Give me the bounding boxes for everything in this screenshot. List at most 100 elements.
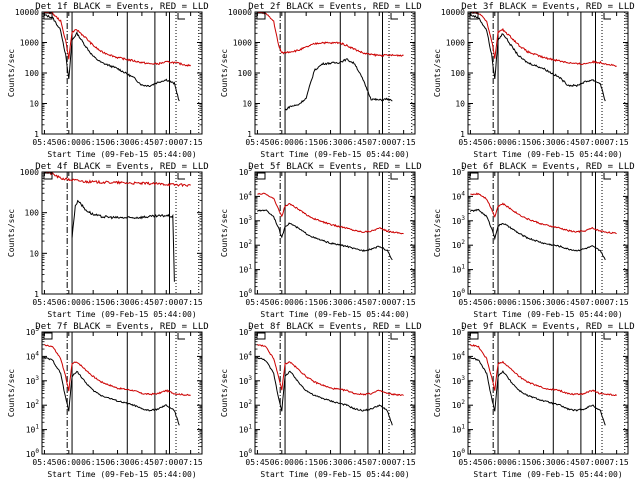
series-line-lld — [257, 12, 404, 58]
x-tick-label: 07:00 — [580, 298, 604, 307]
y-tick-label: 105 — [239, 166, 253, 177]
x-tick-label: 06:15 — [507, 458, 531, 467]
x-tick-label: 06:00 — [270, 138, 294, 147]
x-tick-label: 07:00 — [367, 458, 391, 467]
y-tick-label: 1 — [460, 130, 465, 139]
series-line-lld — [471, 12, 617, 67]
corner-marker — [390, 333, 399, 340]
x-tick-label: 06:30 — [105, 138, 129, 147]
series-line-lld — [470, 192, 617, 235]
x-tick-label: 06:15 — [81, 458, 105, 467]
x-tick-label: 06:45 — [130, 138, 154, 147]
x-tick-label: 05:45 — [458, 138, 482, 147]
y-tick-label: 102 — [239, 239, 253, 250]
y-tick-label: 103 — [26, 375, 40, 386]
x-tick-label: 07:15 — [392, 458, 416, 467]
y-tick-label: 103 — [239, 375, 253, 386]
x-tick-label: 05:45 — [32, 458, 56, 467]
y-tick-label: 101 — [452, 264, 466, 275]
y-tick-label: 10 — [29, 249, 39, 258]
x-tick-label: 06:30 — [105, 458, 129, 467]
x-tick-label: 05:45 — [245, 138, 269, 147]
chart-panel-8: Det 8f BLACK = Events, RED = LLD Counts/s… — [220, 322, 422, 479]
y-axis-label: Counts/sec — [220, 369, 229, 417]
x-axis-label: Start Time (09-Feb-15 05:44:00) — [260, 150, 409, 159]
chart-panel-4: Det 4f BLACK = Events, RED = LLD Counts/s… — [7, 162, 209, 319]
corner-marker — [43, 12, 53, 20]
series-line-events — [284, 58, 393, 111]
corner-marker — [43, 332, 53, 340]
series-line-events — [470, 356, 606, 426]
x-tick-label: 07:00 — [367, 298, 391, 307]
x-axis-label: Start Time (09-Feb-15 05:44:00) — [473, 470, 622, 479]
y-tick-label: 100 — [452, 288, 466, 299]
plot-frame — [41, 11, 203, 135]
chart-panel-6: Det 6f BLACK = Events, RED = LLD Counts/s… — [433, 162, 635, 319]
x-axis-label: Start Time (09-Feb-15 05:44:00) — [260, 310, 409, 319]
y-tick-label: 101 — [452, 424, 466, 435]
x-tick-label: 06:15 — [507, 298, 531, 307]
corner-marker — [469, 332, 479, 340]
y-tick-label: 10 — [242, 100, 252, 109]
x-tick-label: 06:15 — [81, 298, 105, 307]
y-tick-label: 100 — [25, 209, 40, 218]
y-tick-label: 102 — [26, 399, 40, 410]
x-tick-label: 06:15 — [294, 138, 318, 147]
y-tick-label: 100 — [239, 448, 253, 459]
series-line-lld — [44, 172, 191, 188]
x-tick-label: 07:15 — [179, 458, 203, 467]
x-tick-label: 07:15 — [392, 138, 416, 147]
series-line-events — [256, 209, 393, 261]
chart-title: Det 2f BLACK = Events, RED = LLD — [248, 2, 421, 12]
y-tick-label: 1000 — [233, 39, 252, 48]
chart-title: Det 4f BLACK = Events, RED = LLD — [35, 162, 208, 172]
x-tick-label: 06:45 — [556, 458, 580, 467]
x-tick-label: 07:15 — [179, 138, 203, 147]
x-tick-label: 07:15 — [605, 138, 629, 147]
y-axis-label: Counts/sec — [433, 49, 442, 97]
x-tick-label: 06:30 — [531, 138, 555, 147]
x-axis-label: Start Time (09-Feb-15 05:44:00) — [47, 470, 196, 479]
plot-frame — [254, 171, 416, 295]
y-tick-label: 1 — [34, 130, 39, 139]
y-tick-label: 104 — [452, 190, 466, 201]
x-tick-label: 06:30 — [318, 298, 342, 307]
series-line-events — [43, 356, 180, 426]
y-tick-label: 102 — [239, 399, 253, 410]
corner-marker — [603, 173, 612, 180]
plot-frame — [467, 171, 629, 295]
x-tick-label: 06:45 — [343, 458, 367, 467]
x-tick-label: 06:00 — [57, 458, 81, 467]
x-tick-label: 05:45 — [32, 298, 56, 307]
y-tick-label: 100 — [451, 69, 466, 78]
x-tick-label: 07:15 — [392, 298, 416, 307]
chart-panel-1: Det 1f BLACK = Events, RED = LLD Counts/s… — [7, 2, 209, 159]
corner-marker — [603, 13, 612, 20]
y-tick-label: 101 — [239, 424, 253, 435]
corner-marker — [43, 172, 53, 180]
x-tick-label: 06:45 — [556, 298, 580, 307]
corner-marker — [177, 173, 186, 180]
y-axis-label: Counts/sec — [7, 49, 16, 97]
plot-frame — [254, 11, 416, 135]
corner-marker — [177, 13, 186, 20]
x-tick-label: 06:45 — [556, 138, 580, 147]
y-tick-label: 10 — [455, 100, 465, 109]
chart-panel-3: Det 3f BLACK = Events, RED = LLD Counts/s… — [433, 2, 635, 159]
series-line-events — [71, 199, 175, 282]
x-tick-label: 06:00 — [57, 138, 81, 147]
y-tick-label: 1000 — [446, 39, 465, 48]
x-tick-label: 07:00 — [580, 458, 604, 467]
x-tick-label: 07:00 — [154, 298, 178, 307]
plot-frame — [41, 331, 203, 455]
y-tick-label: 100 — [239, 288, 253, 299]
y-tick-label: 104 — [26, 350, 40, 361]
series-line-lld — [44, 12, 191, 67]
chart-panel-9: Det 9f BLACK = Events, RED = LLD Counts/s… — [433, 322, 635, 479]
x-tick-label: 06:45 — [130, 458, 154, 467]
y-axis-label: Counts/sec — [220, 209, 229, 257]
x-tick-label: 06:30 — [318, 138, 342, 147]
corner-marker — [256, 332, 266, 340]
